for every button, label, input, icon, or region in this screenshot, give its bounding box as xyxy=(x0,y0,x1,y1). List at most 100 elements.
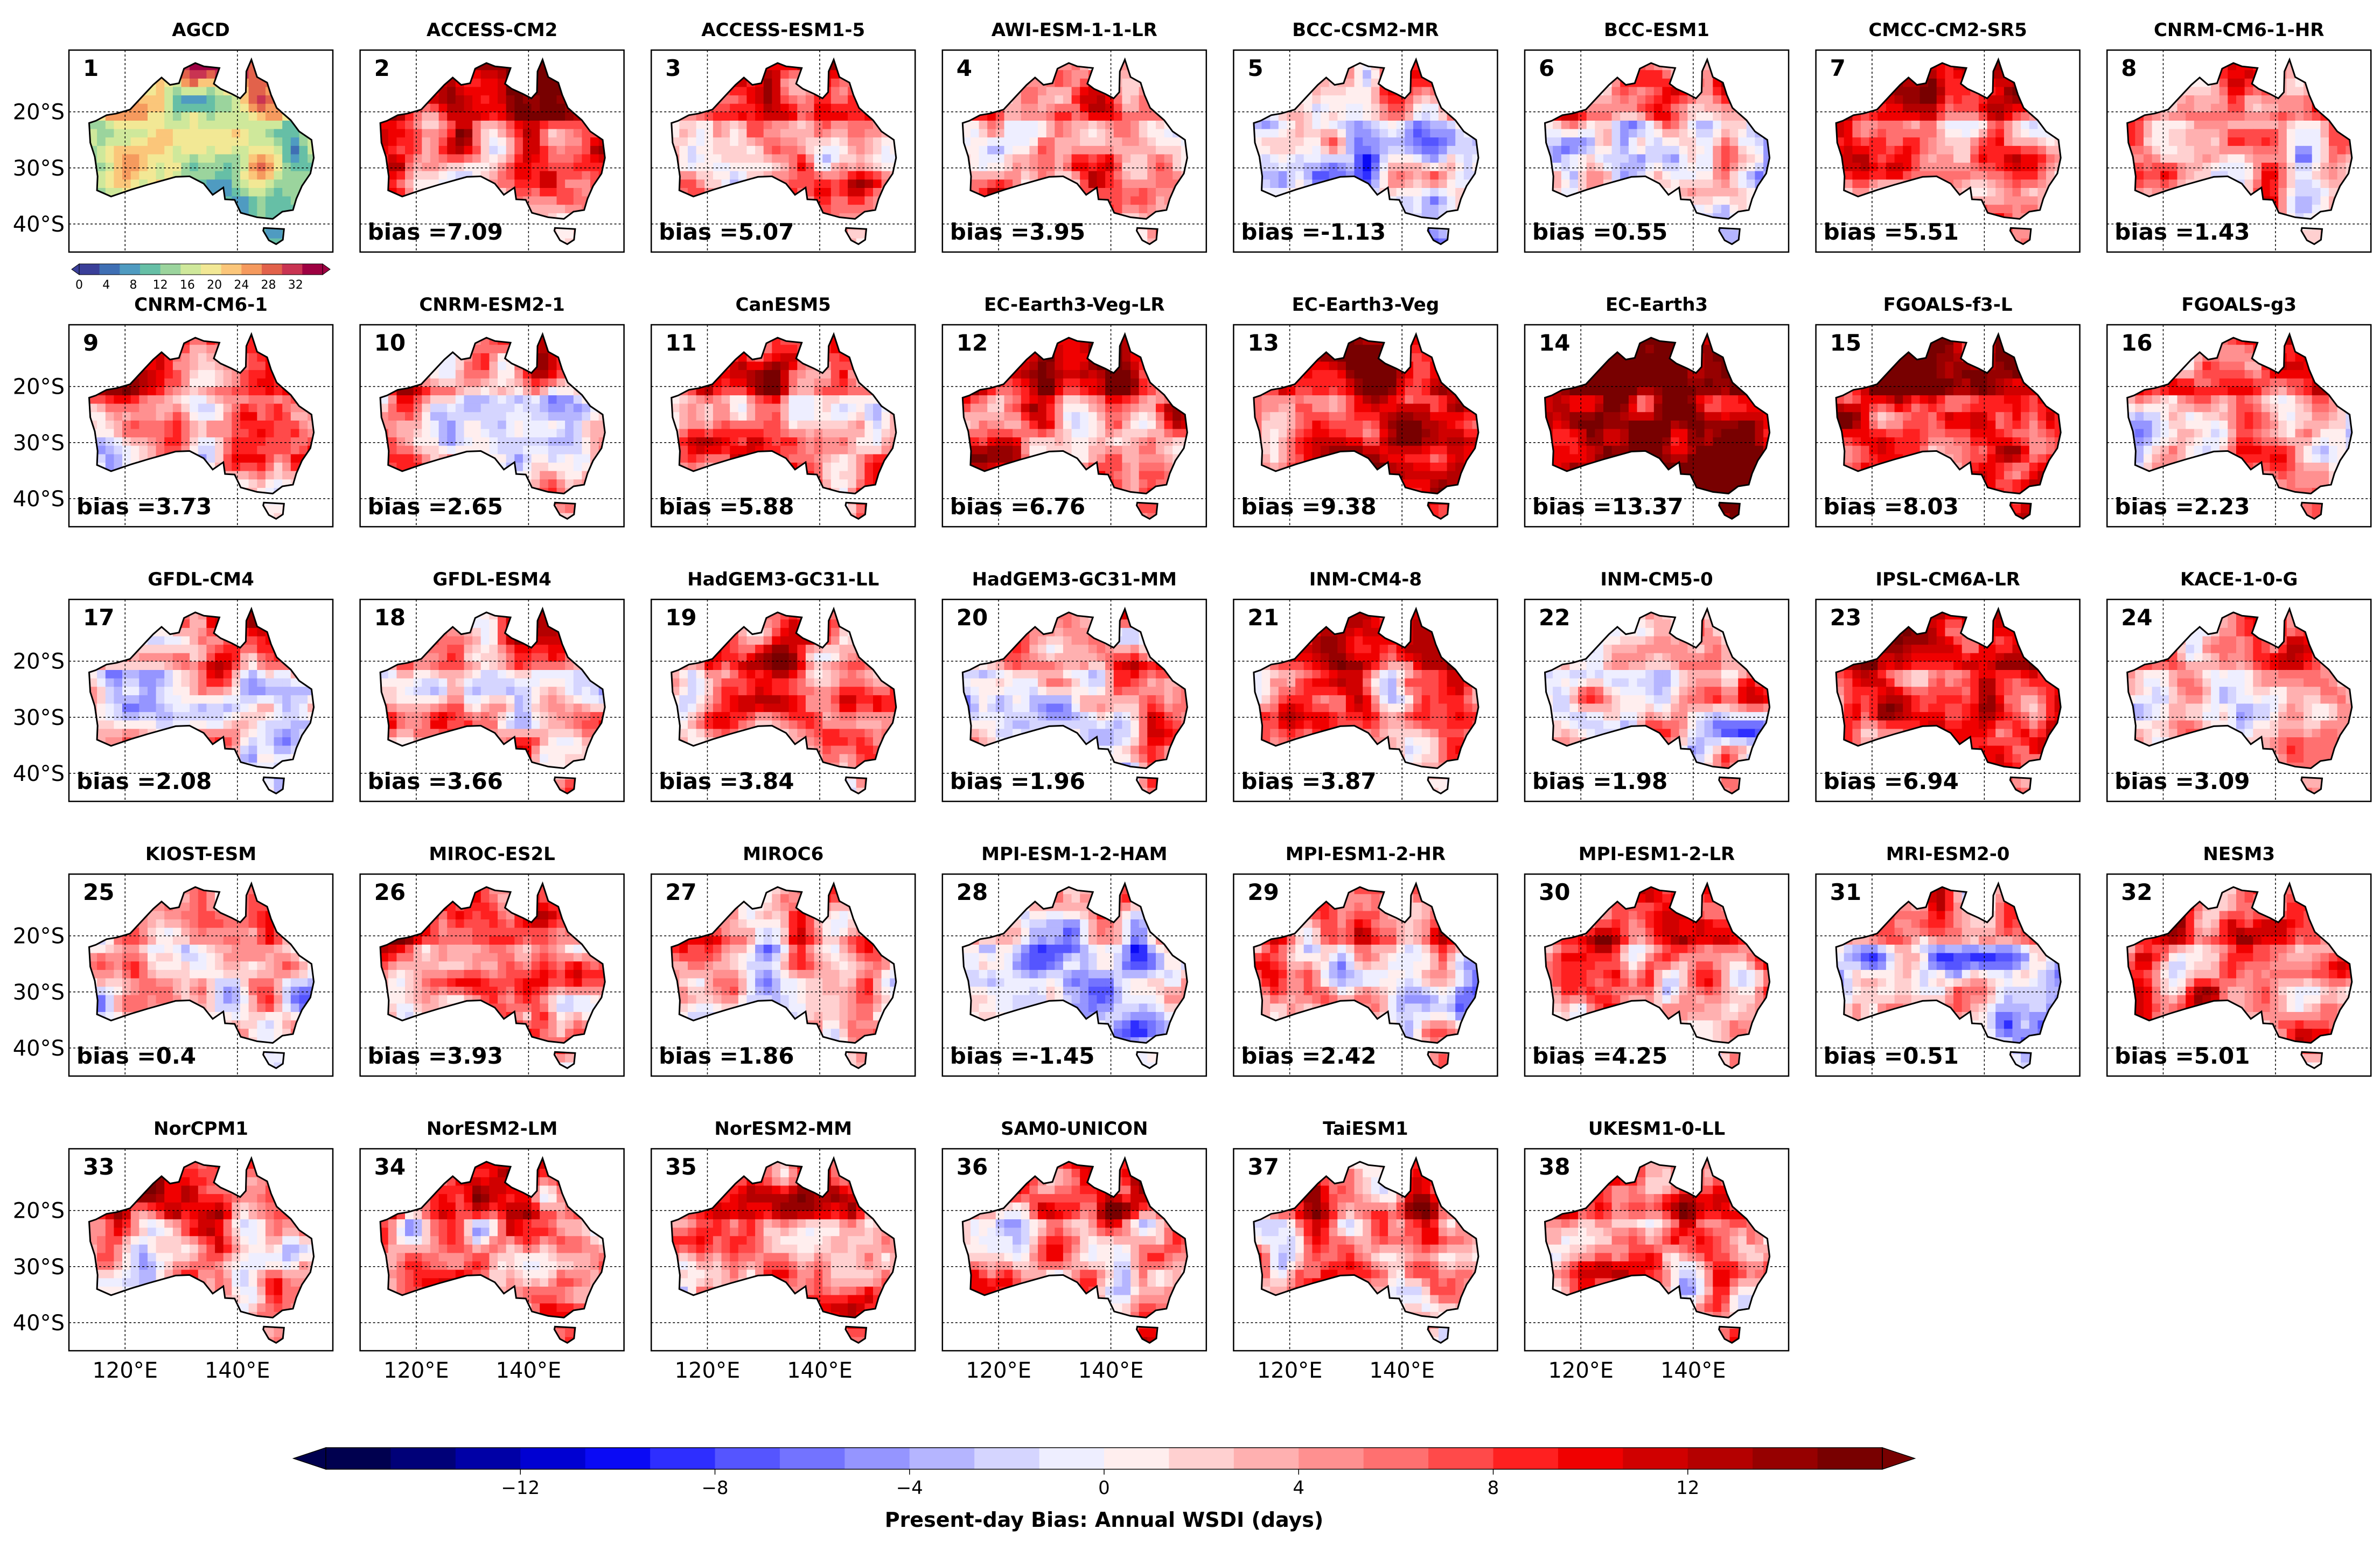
map-cell xyxy=(1013,171,1022,180)
map-cell xyxy=(1995,128,2005,138)
map-cell xyxy=(1371,86,1380,96)
map-cell xyxy=(480,95,490,104)
panel-frame xyxy=(1815,49,2081,253)
map-cell xyxy=(489,162,498,171)
map-cell xyxy=(164,103,173,113)
map-cell xyxy=(548,162,557,171)
map-cell xyxy=(1156,171,1165,180)
map-cell xyxy=(730,95,739,104)
map-cell xyxy=(274,137,283,146)
map-cell xyxy=(506,145,515,155)
map-cell xyxy=(1637,162,1646,171)
map-cell xyxy=(97,171,106,180)
map-cell xyxy=(1945,95,1954,104)
map-cell xyxy=(1421,196,1431,205)
map-cell xyxy=(413,137,422,146)
map-cell xyxy=(565,187,574,197)
map-cell xyxy=(1071,95,1080,104)
map-cell xyxy=(848,162,857,171)
map-cell xyxy=(105,137,115,146)
map-cell xyxy=(1620,153,1629,163)
map-cell xyxy=(1920,128,1929,138)
map-cell xyxy=(139,153,148,163)
map-cell xyxy=(1545,128,1553,138)
map-cell xyxy=(1261,171,1271,180)
map-cell xyxy=(1270,120,1279,129)
map-cell xyxy=(565,153,574,163)
map-cell xyxy=(1645,103,1655,113)
map-cell xyxy=(1105,179,1114,188)
map-cell xyxy=(172,120,182,129)
map-cell xyxy=(1746,145,1756,155)
map-cell xyxy=(1886,171,1895,180)
map-cell xyxy=(1405,204,1414,213)
map-cell xyxy=(582,179,591,188)
map-cell xyxy=(274,145,283,155)
map-cell xyxy=(1970,103,1979,113)
map-cell xyxy=(1438,111,1448,121)
map-cell xyxy=(780,145,790,155)
map-cell xyxy=(1671,137,1680,146)
map-cell xyxy=(2152,162,2161,171)
map-cell xyxy=(2021,187,2030,197)
map-cell xyxy=(746,86,756,96)
map-cell xyxy=(856,187,866,197)
map-cell xyxy=(130,111,140,121)
map-cell xyxy=(1721,111,1730,121)
map-cell xyxy=(438,162,448,171)
map-cell xyxy=(1354,120,1363,129)
map-cell xyxy=(122,171,131,180)
map-cell xyxy=(190,111,199,121)
map-cell xyxy=(2021,179,2030,188)
map-cell xyxy=(797,162,806,171)
map-cell xyxy=(1738,196,1747,205)
map-cell xyxy=(1721,171,1730,180)
map-cell xyxy=(257,187,266,197)
map-cell xyxy=(1903,111,1912,121)
map-cell xyxy=(856,238,866,245)
map-cell xyxy=(822,128,832,138)
map-cell xyxy=(1903,153,1912,163)
map-cell xyxy=(582,187,591,197)
map-cell xyxy=(1553,162,1562,171)
map-cell xyxy=(1928,86,1937,96)
map-cell xyxy=(1738,145,1747,155)
map-cell xyxy=(274,111,283,121)
map-cell xyxy=(1122,120,1131,129)
map-cell xyxy=(2160,162,2169,171)
map-cell xyxy=(1696,179,1705,188)
map-cell xyxy=(979,162,988,171)
map-cell xyxy=(1122,171,1131,180)
map-cell xyxy=(1337,145,1346,155)
map-cell xyxy=(1139,145,1148,155)
tasmania-coastline xyxy=(844,227,868,246)
map-cell xyxy=(2152,137,2161,146)
map-cell xyxy=(2152,153,2161,163)
map-cell xyxy=(1561,153,1571,163)
map-cell xyxy=(1413,171,1422,180)
panel-number: 7 xyxy=(1830,55,1846,81)
map-cell xyxy=(405,162,414,171)
map-cell xyxy=(1970,111,1979,121)
map-cell xyxy=(1139,171,1148,180)
map-cell xyxy=(2144,145,2153,155)
map-cell xyxy=(839,128,848,138)
map-cell xyxy=(1936,153,1946,163)
map-cell xyxy=(839,145,848,155)
map-cell xyxy=(979,179,988,188)
map-cell xyxy=(730,171,739,180)
map-cell xyxy=(1055,162,1064,171)
map-cell xyxy=(114,128,123,138)
map-cell xyxy=(1662,103,1671,113)
map-cell xyxy=(1920,103,1929,113)
map-cell xyxy=(1911,128,1921,138)
map-cell xyxy=(1139,111,1148,121)
map-cell xyxy=(1270,179,1279,188)
map-cell xyxy=(1113,204,1123,213)
map-cell xyxy=(1894,162,1903,171)
map-cell xyxy=(763,103,773,113)
map-cell xyxy=(1413,111,1422,121)
map-cell xyxy=(422,128,431,138)
map-cell xyxy=(1687,187,1697,197)
map-cell xyxy=(506,162,515,171)
